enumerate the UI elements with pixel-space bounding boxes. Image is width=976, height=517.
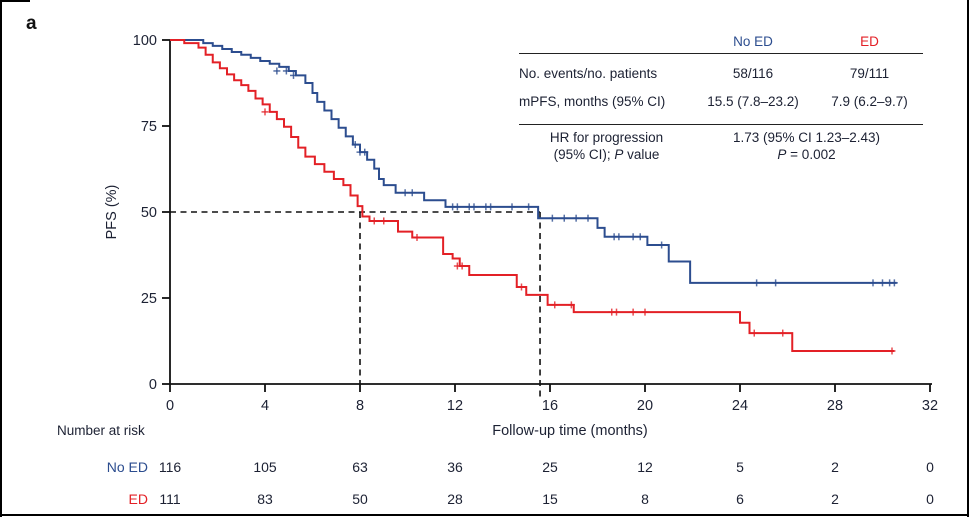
- km-curve-no-ed: [170, 39, 897, 284]
- risk-count: 83: [257, 491, 273, 507]
- stats-row-hr-label: HR for progression (95% CI); P value: [519, 130, 690, 163]
- risk-row-label-no-ed: No ED: [106, 459, 148, 475]
- x-tick-label: 20: [637, 398, 653, 414]
- risk-count: 36: [447, 459, 463, 475]
- risk-count: 28: [447, 491, 463, 507]
- stats-row-events-ed: 79/111: [849, 66, 890, 81]
- x-tick-label: 24: [732, 398, 748, 414]
- stats-row-events-label: No. events/no. patients: [519, 66, 658, 81]
- hr-label-line1: HR for progression: [549, 130, 664, 145]
- risk-count: 63: [352, 459, 368, 475]
- stats-header-ed: ED: [860, 34, 879, 49]
- risk-count: 2: [831, 491, 839, 507]
- x-tick-label: 32: [922, 398, 938, 414]
- y-tick-label: 75: [141, 119, 157, 135]
- figure-border-top-fragment: [0, 0, 30, 2]
- risk-count: 12: [637, 459, 653, 475]
- x-tick-label: 0: [166, 398, 174, 414]
- risk-count: 111: [159, 491, 181, 507]
- risk-count: 116: [158, 459, 182, 475]
- figure-border-bottom: [0, 514, 969, 516]
- y-tick-label: 50: [141, 205, 157, 221]
- y-axis-label: PFS (%): [104, 184, 120, 240]
- figure-border-right: [967, 0, 969, 517]
- stats-row-hr-value: 1.73 (95% CI 1.23–2.43) P = 0.002: [690, 130, 923, 163]
- risk-count: 50: [352, 491, 368, 507]
- y-tick-label: 25: [141, 291, 157, 307]
- stats-row-mpfs-no-ed: 15.5 (7.8–23.2): [707, 94, 799, 109]
- stats-header-no-ed: No ED: [733, 34, 773, 49]
- x-tick-label: 28: [827, 398, 843, 414]
- risk-count: 2: [831, 459, 839, 475]
- hr-value-line1: 1.73 (95% CI 1.23–2.43): [732, 130, 881, 145]
- x-tick-label: 8: [356, 398, 364, 414]
- risk-count: 5: [736, 459, 744, 475]
- stats-inset-table: No ED ED No. events/no. patients 58/116 …: [519, 30, 923, 163]
- risk-count: 6: [736, 491, 744, 507]
- stats-inset-header: No ED ED: [519, 30, 923, 54]
- y-tick-label: 100: [133, 33, 157, 49]
- stats-row-mpfs: mPFS, months (95% CI) 15.5 (7.8–23.2) 7.…: [519, 88, 923, 116]
- stats-row-events-no-ed: 58/116: [732, 66, 774, 81]
- risk-count: 25: [542, 459, 558, 475]
- hr-label-line2: (95% CI); P value: [553, 146, 660, 162]
- x-tick-label: 12: [447, 398, 463, 414]
- risk-row-label-ed: ED: [128, 491, 148, 507]
- panel-label: a: [26, 13, 37, 34]
- number-at-risk-title: Number at risk: [57, 423, 145, 438]
- figure-border-left: [0, 0, 2, 517]
- risk-count: 0: [926, 491, 934, 507]
- hr-value-line2: P = 0.002: [777, 146, 836, 162]
- stats-row-mpfs-ed: 7.9 (6.2–9.7): [831, 94, 908, 109]
- stats-header-spacer: [519, 30, 690, 53]
- risk-count: 105: [253, 459, 277, 475]
- stats-row-mpfs-label: mPFS, months (95% CI): [519, 94, 666, 109]
- x-tick-label: 16: [542, 398, 558, 414]
- x-axis-label: Follow-up time (months): [492, 423, 648, 439]
- stats-row-hr: HR for progression (95% CI); P value 1.7…: [519, 125, 923, 163]
- risk-count: 0: [926, 459, 934, 475]
- risk-count: 8: [641, 491, 649, 507]
- stats-row-events: No. events/no. patients 58/116 79/111: [519, 60, 923, 88]
- risk-count: 15: [542, 491, 558, 507]
- stats-inset-body: No. events/no. patients 58/116 79/111 mP…: [519, 54, 923, 125]
- y-tick-label: 0: [149, 377, 157, 393]
- x-tick-label: 4: [261, 398, 269, 414]
